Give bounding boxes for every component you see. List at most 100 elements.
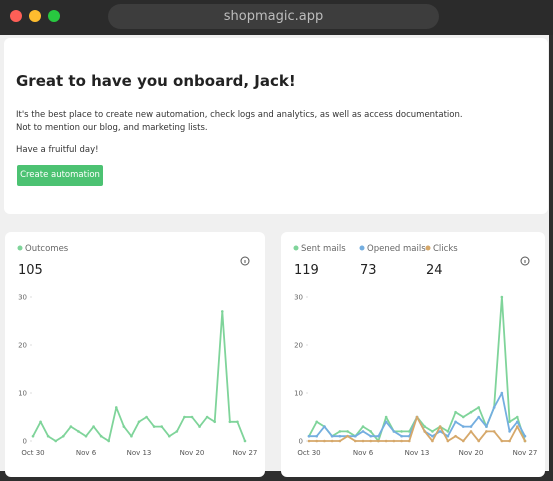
data-point: [461, 415, 465, 419]
data-point: [198, 425, 201, 428]
data-point: [469, 425, 473, 428]
data-point: [477, 415, 481, 419]
data-point: [400, 434, 403, 438]
data-point: [485, 425, 488, 428]
data-point: [454, 434, 457, 438]
total: 105: [18, 263, 43, 278]
data-point: [323, 425, 326, 428]
data-point: [243, 439, 247, 443]
data-point: [446, 439, 450, 443]
data-point: [323, 439, 326, 443]
x-tick-label: Nov 20: [459, 449, 484, 457]
welcome-card: Great to have you onboard, Jack! It's th…: [4, 38, 548, 214]
close-button[interactable]: [10, 10, 22, 22]
data-point: [384, 420, 388, 424]
data-point: [508, 439, 511, 443]
data-point: [346, 430, 349, 433]
data-point: [307, 439, 311, 443]
chart-card: Sent mails 119 Opened mails 73 Clicks 24 0 10 20…: [281, 232, 545, 477]
data-point: [377, 439, 380, 443]
data-point: [338, 430, 342, 433]
data-point: [361, 439, 365, 443]
data-point: [107, 439, 111, 443]
welcome-title: Great to have you onboard, Jack!: [16, 72, 296, 90]
data-point: [515, 425, 519, 428]
total: 73: [360, 263, 377, 278]
data-point: [423, 425, 427, 428]
x-tick-label: Nov 20: [180, 449, 205, 457]
data-point: [407, 430, 411, 433]
data-point: [508, 420, 511, 424]
x-tick-label: Oct 30: [297, 449, 320, 457]
info-icon: [240, 256, 250, 266]
x-tick-label: Nov 6: [76, 449, 97, 457]
data-point: [492, 406, 496, 409]
data-point: [353, 439, 357, 443]
data-point: [84, 434, 88, 438]
data-point: [523, 434, 527, 438]
x-tick-label: Oct 30: [21, 449, 44, 457]
data-point: [454, 410, 457, 414]
x-tick-label: Nov 6: [353, 449, 374, 457]
data-point: [477, 439, 481, 443]
data-point: [315, 420, 319, 424]
data-point: [330, 434, 334, 438]
legend-label: Opened mails: [367, 244, 426, 254]
data-point: [461, 439, 465, 443]
data-point: [523, 439, 527, 443]
maximize-button[interactable]: [48, 10, 60, 22]
greeting: Have a fruitful day!: [16, 145, 99, 155]
chart: Outcomes 105 0 10 20 30 Oct 30 Nov 6 Nov 13 Nov 2…: [17, 244, 257, 457]
x-tick-label: Nov 27: [513, 449, 538, 457]
data-point: [415, 415, 419, 419]
create-automation-button[interactable]: Create automation: [17, 165, 103, 186]
x-tick-label: Nov 13: [127, 449, 152, 457]
address-bar[interactable]: shopmagic.app: [108, 4, 439, 29]
legend-label: Clicks: [433, 244, 458, 254]
legend-label: Outcomes: [25, 244, 69, 254]
data-point: [205, 415, 209, 419]
data-point: [160, 425, 164, 428]
data-point: [137, 420, 141, 424]
data-point: [469, 410, 473, 414]
legend-label: Sent mails: [301, 244, 346, 254]
data-point: [369, 430, 373, 433]
data-point: [130, 434, 133, 438]
data-point: [369, 434, 373, 438]
data-point: [175, 430, 179, 433]
data-point: [461, 425, 465, 428]
legend-dot: [359, 245, 365, 251]
welcome-line: Not to mention our blog, and marketing l…: [16, 123, 208, 133]
data-point: [392, 430, 396, 433]
data-point: [99, 434, 103, 438]
data-point: [392, 439, 396, 443]
legend-dot: [425, 245, 431, 251]
data-point: [61, 434, 65, 438]
data-point: [431, 430, 434, 433]
data-point: [220, 310, 224, 313]
minimize-button[interactable]: [29, 10, 41, 22]
data-point: [400, 430, 403, 433]
data-point: [423, 430, 427, 433]
data-point: [77, 430, 80, 433]
total: 119: [294, 263, 319, 278]
data-point: [346, 434, 349, 438]
data-point: [213, 420, 217, 424]
data-point: [369, 439, 373, 443]
data-point: [438, 425, 442, 428]
data-point: [384, 439, 388, 443]
data-point: [228, 420, 232, 424]
data-point: [431, 439, 434, 443]
x-tick-label: Nov 13: [405, 449, 430, 457]
y-tick-label: 10: [294, 390, 303, 398]
page: Great to have you onboard, Jack! It's th…: [0, 35, 549, 477]
data-point: [508, 430, 511, 433]
y-tick-label: 0: [23, 438, 27, 446]
data-point: [330, 439, 334, 443]
info-icon: [520, 256, 530, 266]
data-point: [114, 406, 118, 409]
data-point: [145, 415, 148, 419]
data-point: [190, 415, 194, 419]
chart: Sent mails 119 Opened mails 73 Clicks 24 0 10 20…: [293, 244, 538, 457]
data-point: [492, 430, 496, 433]
